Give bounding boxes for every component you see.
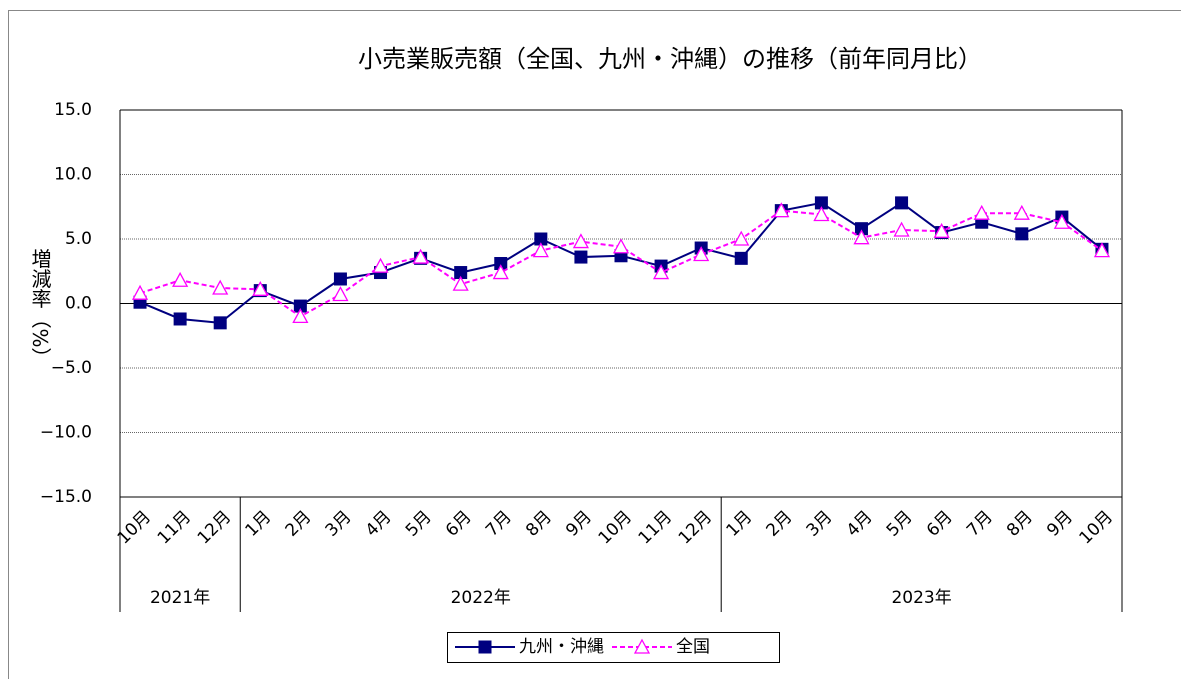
y-tick-label: 10.0 xyxy=(54,165,92,185)
x-tick-label: 2月 xyxy=(763,507,797,541)
y-tick-label: −5.0 xyxy=(51,358,92,378)
data-point xyxy=(173,312,187,326)
x-tick-label: 9月 xyxy=(562,507,596,541)
data-point xyxy=(893,221,910,237)
data-point xyxy=(734,251,748,265)
y-tick-label: 0.0 xyxy=(65,294,92,314)
data-point xyxy=(1015,227,1029,241)
data-point xyxy=(532,242,549,258)
data-point xyxy=(1053,213,1070,229)
data-point xyxy=(452,275,469,291)
data-point xyxy=(612,238,630,254)
x-tick-label: 9月 xyxy=(1043,507,1077,541)
x-tick-label: 12月 xyxy=(675,507,716,548)
x-tick-label: 8月 xyxy=(1003,507,1037,541)
x-tick-label: 7月 xyxy=(482,507,516,541)
chart-title: 小売業販売額（全国、九州・沖縄）の推移（前年同月比） xyxy=(358,45,982,73)
x-tick-label: 6月 xyxy=(923,507,957,541)
data-point xyxy=(693,246,710,262)
data-point xyxy=(853,229,870,245)
data-point xyxy=(372,257,389,273)
x-tick-label: 12月 xyxy=(194,507,235,548)
legend-marker xyxy=(633,638,651,654)
data-point xyxy=(933,222,950,238)
data-point xyxy=(252,280,269,296)
x-tick-label: 2月 xyxy=(282,507,316,541)
data-point xyxy=(492,264,509,280)
y-tick-label: −10.0 xyxy=(40,423,92,443)
x-tick-label: 7月 xyxy=(963,507,997,541)
data-point xyxy=(212,279,229,295)
x-tick-label: 6月 xyxy=(442,507,476,541)
data-point xyxy=(131,284,149,300)
x-tick-label: 5月 xyxy=(883,507,917,541)
data-point xyxy=(652,264,670,280)
y-axis-label: 増減率（%） xyxy=(28,248,52,367)
legend-label: 九州・沖縄 xyxy=(519,637,604,657)
legend-marker xyxy=(478,640,492,654)
data-point xyxy=(333,272,347,286)
x-tick-label: 4月 xyxy=(362,507,396,541)
group-label: 2023年 xyxy=(891,588,951,608)
x-tick-label: 10月 xyxy=(595,507,636,548)
data-point xyxy=(813,206,830,222)
x-tick-label: 3月 xyxy=(803,507,837,541)
data-point xyxy=(572,233,590,249)
series-line xyxy=(139,201,1103,324)
group-label: 2022年 xyxy=(451,588,511,608)
x-tick-label: 11月 xyxy=(154,507,195,548)
x-tick-label: 1月 xyxy=(722,507,756,541)
x-tick-label: 10月 xyxy=(1076,507,1117,548)
legend-label: 全国 xyxy=(676,637,710,657)
group-label: 2021年 xyxy=(150,588,210,608)
data-point xyxy=(332,286,349,302)
x-tick-label: 11月 xyxy=(635,507,676,548)
data-point xyxy=(292,308,309,324)
data-point xyxy=(213,316,227,330)
data-point xyxy=(773,202,790,218)
data-point xyxy=(1013,204,1030,220)
x-tick-label: 3月 xyxy=(322,507,356,541)
y-tick-label: 15.0 xyxy=(54,100,92,120)
data-point xyxy=(1093,242,1111,258)
x-tick-label: 4月 xyxy=(843,507,877,541)
data-point xyxy=(973,204,990,220)
x-tick-label: 5月 xyxy=(402,507,436,541)
y-tick-label: 5.0 xyxy=(65,229,92,249)
data-point xyxy=(172,271,189,287)
data-point xyxy=(412,248,429,264)
data-point xyxy=(574,250,588,264)
x-tick-label: 1月 xyxy=(242,507,276,541)
data-point xyxy=(895,196,909,210)
y-tick-label: −15.0 xyxy=(40,487,92,507)
x-tick-label: 8月 xyxy=(522,507,556,541)
chart-frame xyxy=(8,10,1181,679)
data-point xyxy=(733,230,750,246)
